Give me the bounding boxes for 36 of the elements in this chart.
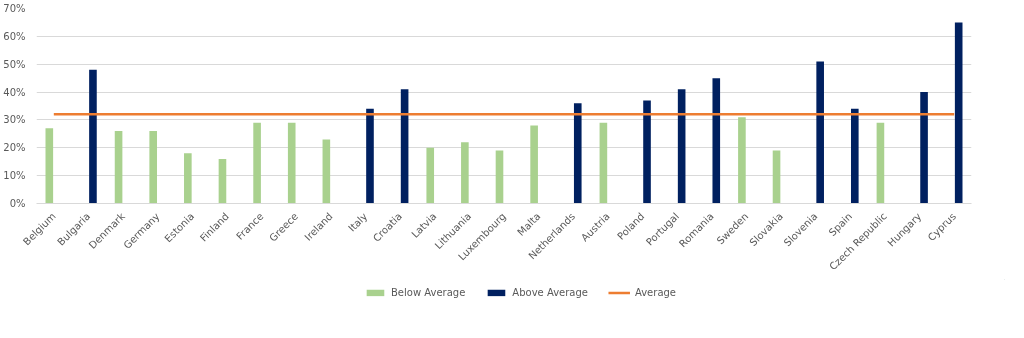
legend-label: Average [634,286,677,298]
bar [738,117,746,204]
bar [712,78,721,204]
bar [530,125,538,204]
bar [920,92,928,204]
bar [253,122,261,204]
bar [772,150,781,204]
bar [218,158,227,204]
bar [495,150,504,204]
bar [45,128,54,204]
bar [149,131,158,204]
y-tick-label: 60% [3,30,26,42]
y-tick-label: 40% [3,86,26,98]
y-tick-label: 20% [3,142,26,154]
bar [366,108,374,204]
legend-label: Above Average [512,286,588,298]
bar [816,61,824,204]
bar [599,122,608,204]
bar [850,108,859,204]
bar [461,142,469,204]
bar [287,122,296,204]
bar [184,153,192,204]
bar [426,147,435,204]
y-tick-label: 30% [3,114,26,126]
y-tick-label: 10% [3,170,26,182]
bar [89,69,97,204]
y-tick-label: 0% [9,198,26,209]
bar [322,139,331,204]
bar [954,22,963,204]
legend-label: Below Average [390,286,466,298]
y-tick-label: 50% [3,58,26,70]
bar [114,131,123,204]
bar [573,103,582,204]
bar [876,122,885,204]
y-tick-label: 70% [3,3,26,14]
bar [643,100,651,204]
